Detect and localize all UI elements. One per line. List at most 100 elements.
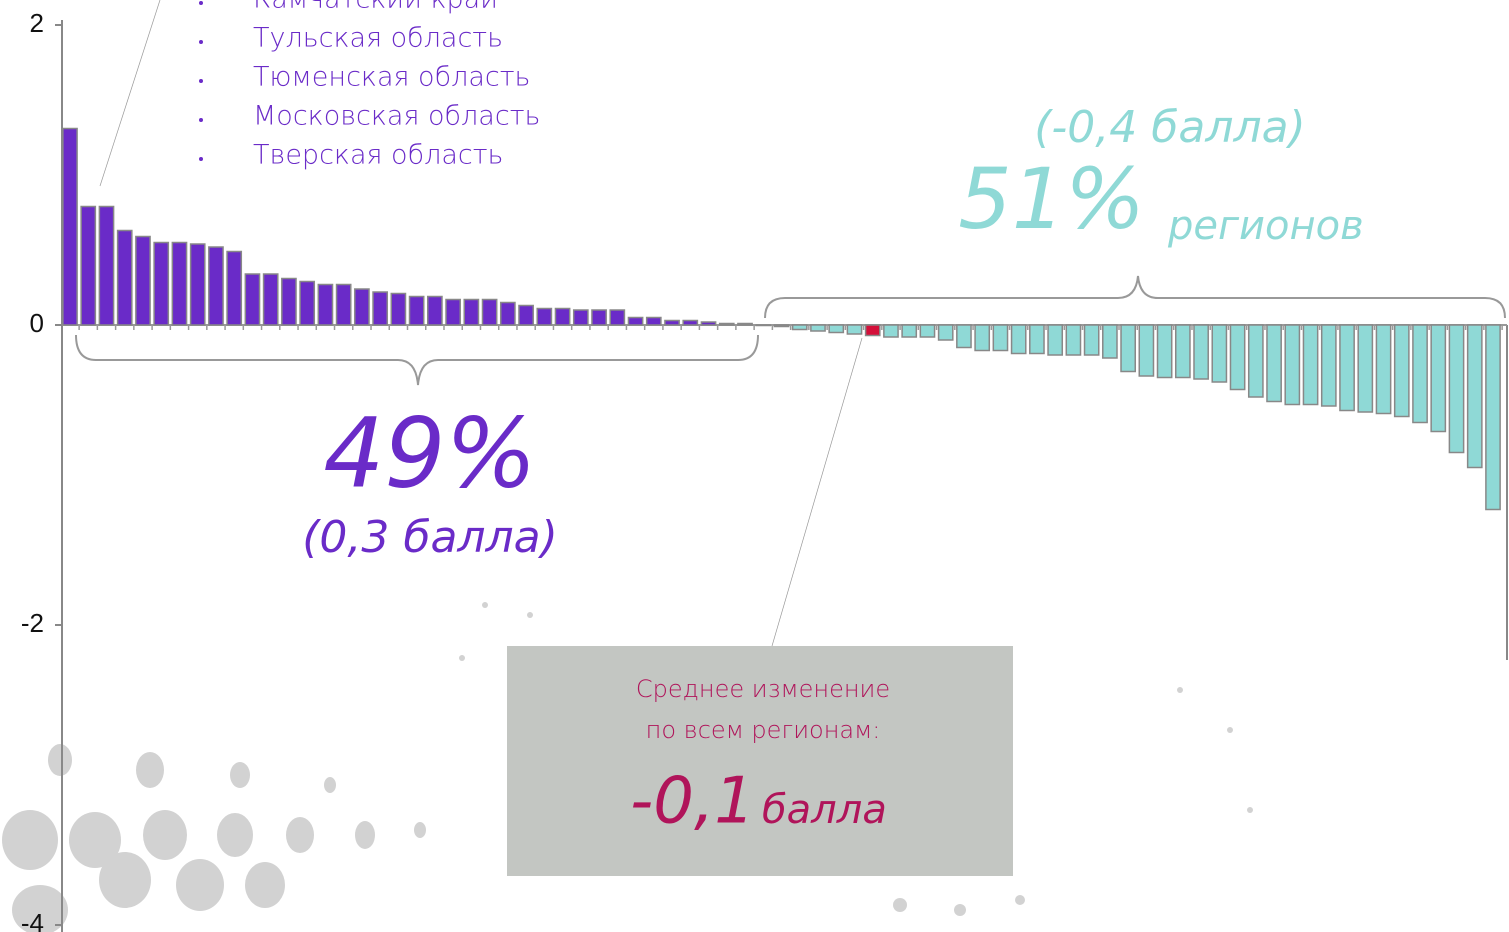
bar xyxy=(572,309,589,326)
positive-share: 49% xyxy=(323,397,536,509)
bullet xyxy=(199,1,203,5)
bar xyxy=(116,229,133,326)
bar xyxy=(62,127,78,326)
bar xyxy=(244,273,261,326)
bar xyxy=(937,324,954,341)
region-name: Тверская область xyxy=(253,140,503,171)
bar xyxy=(445,298,461,326)
bar xyxy=(463,298,480,326)
bar xyxy=(901,324,918,338)
bar xyxy=(883,324,899,338)
bar xyxy=(1193,324,1209,380)
region-name: Московская область xyxy=(253,101,540,132)
bar xyxy=(226,250,243,326)
bar xyxy=(992,324,1009,352)
bar xyxy=(189,243,206,326)
pointer xyxy=(99,0,161,187)
bullet xyxy=(199,79,203,83)
bar xyxy=(1448,324,1465,454)
bar xyxy=(1284,324,1301,406)
bar xyxy=(974,324,991,352)
pointer xyxy=(771,337,863,647)
bar xyxy=(1138,324,1155,377)
bar xyxy=(262,273,279,326)
average-box xyxy=(507,646,1013,876)
bar xyxy=(427,295,443,326)
bar xyxy=(281,277,297,326)
bar xyxy=(536,307,553,326)
bar xyxy=(1010,324,1027,355)
bar xyxy=(1102,324,1118,359)
bar xyxy=(828,324,845,334)
bar xyxy=(208,246,224,326)
bar xyxy=(171,241,188,326)
bar xyxy=(372,291,389,326)
bar xyxy=(1466,324,1483,469)
positive-mean: (0,3 балла) xyxy=(302,512,558,563)
region-name: Камчатский край xyxy=(253,0,498,15)
negative-unit: регионов xyxy=(1167,203,1364,249)
region-list: Камчатский край Тульская область Тюменская… xyxy=(199,0,540,171)
bar xyxy=(791,324,808,331)
bar xyxy=(499,301,516,326)
bar xyxy=(645,316,662,326)
bar xyxy=(354,288,370,326)
region-name: Тюменская область xyxy=(253,62,530,93)
bar xyxy=(98,205,115,326)
bar xyxy=(682,319,699,326)
bar xyxy=(737,322,753,326)
bar xyxy=(864,324,881,337)
bar xyxy=(591,309,607,326)
bar xyxy=(718,322,735,326)
bar xyxy=(1065,324,1082,356)
bar xyxy=(956,324,972,349)
bar xyxy=(1393,324,1410,418)
average-label: Среднее изменение xyxy=(636,675,890,703)
bar xyxy=(1357,324,1374,413)
bar xyxy=(609,309,626,326)
bar xyxy=(1229,324,1246,391)
region-name: Тульская область xyxy=(253,23,503,54)
bar xyxy=(755,324,772,327)
bar xyxy=(481,298,498,326)
bar xyxy=(335,283,352,326)
bar xyxy=(773,324,790,328)
negative-mean: (-0,4 балла) xyxy=(1034,102,1305,153)
bar xyxy=(80,205,97,326)
brace xyxy=(764,275,1506,319)
bar xyxy=(627,316,644,326)
bar xyxy=(1430,324,1447,433)
bullet xyxy=(199,40,203,44)
bullet xyxy=(199,157,203,161)
bar xyxy=(810,324,826,332)
bar xyxy=(1156,324,1173,379)
bar xyxy=(299,280,316,326)
bar xyxy=(919,324,936,338)
bar xyxy=(317,283,334,326)
average-unit: балла xyxy=(762,787,887,833)
bar xyxy=(390,292,407,326)
bar xyxy=(664,319,680,326)
bar xyxy=(554,307,571,326)
bar xyxy=(135,235,151,326)
negative-share: 51% xyxy=(958,150,1145,248)
bar xyxy=(408,295,425,326)
bar xyxy=(1174,324,1191,379)
bullet xyxy=(199,118,203,122)
bar xyxy=(1083,324,1100,356)
bar xyxy=(1266,324,1282,403)
bar xyxy=(1485,324,1501,511)
y-tick-label: -4 xyxy=(21,908,44,932)
bar xyxy=(1320,324,1337,407)
bar xyxy=(1047,324,1064,356)
y-tick-label: 0 xyxy=(30,308,44,338)
bar xyxy=(153,241,170,326)
bar xyxy=(1375,324,1392,415)
bar xyxy=(1302,324,1319,406)
average-label: по всем регионам: xyxy=(646,716,881,744)
bar xyxy=(1247,324,1264,398)
average-value: -0,1 xyxy=(630,765,755,839)
y-tick-label: 2 xyxy=(30,8,44,38)
bar xyxy=(1412,324,1428,424)
